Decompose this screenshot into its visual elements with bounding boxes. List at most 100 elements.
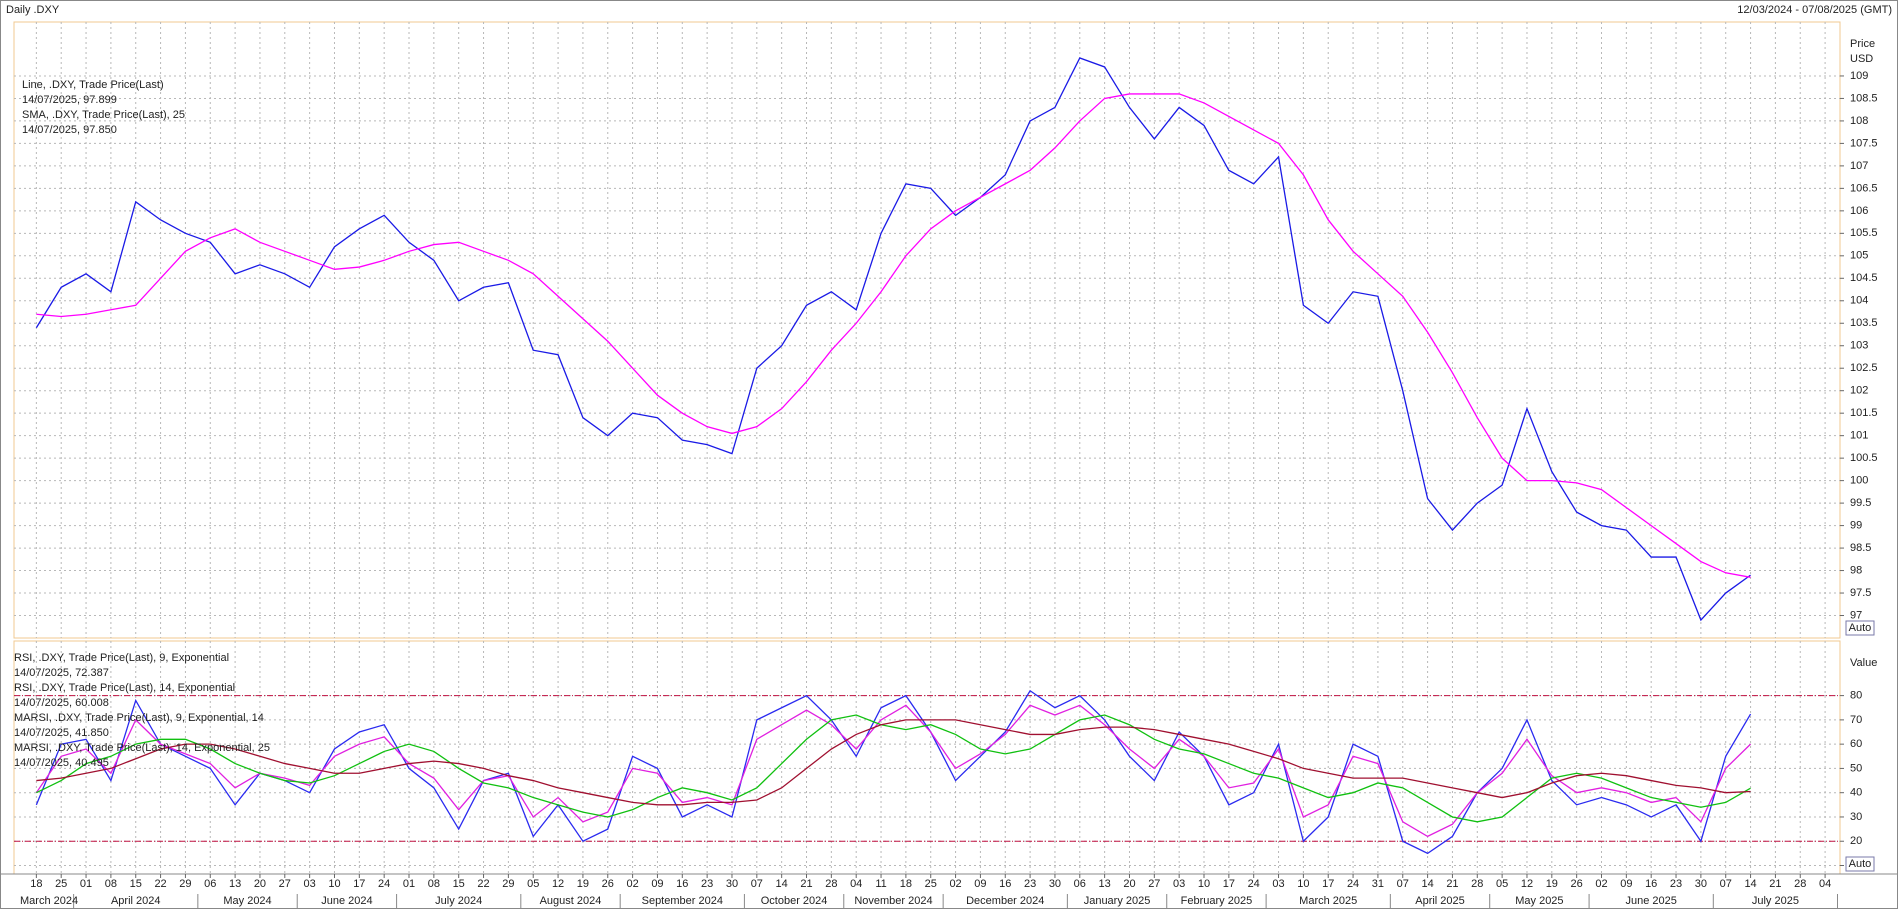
x-tick-label: 08 [428, 878, 440, 890]
x-tick-label: 08 [105, 878, 117, 890]
series-line [36, 93, 1751, 578]
y-tick-label: 98 [1850, 564, 1862, 576]
y-axis-label: Price [1850, 38, 1875, 50]
x-tick-label: 19 [1546, 878, 1558, 890]
x-tick-label: 02 [949, 878, 961, 890]
x-tick-label: 31 [1372, 878, 1384, 890]
y-tick-label: 105.5 [1850, 227, 1878, 239]
series-line [36, 714, 1751, 823]
scale-button-label[interactable]: Auto [1849, 622, 1872, 634]
y-tick-label: 102 [1850, 385, 1868, 397]
x-tick-label: 14 [776, 878, 788, 890]
x-tick-label: 02 [1595, 878, 1607, 890]
month-label: March 2024 [20, 895, 78, 907]
series-line [35, 57, 1751, 622]
x-tick-label: 13 [1099, 878, 1111, 890]
x-tick-label: 25 [55, 878, 67, 890]
x-tick-label: 26 [602, 878, 614, 890]
x-tick-label: 02 [626, 878, 638, 890]
x-tick-label: 10 [1198, 878, 1210, 890]
y-tick-label: 70 [1850, 714, 1862, 726]
chart-subtitle: 12/03/2024 - 07/08/2025 (GMT) [1737, 4, 1892, 16]
legend-value: 14/07/2025, 60.008 [14, 697, 109, 709]
y-tick-label: 80 [1850, 690, 1862, 702]
x-tick-label: 06 [204, 878, 216, 890]
month-label: July 2025 [1752, 895, 1799, 907]
chart-title: Daily .DXY [6, 4, 60, 16]
x-tick-label: 20 [1123, 878, 1135, 890]
legend-entry[interactable]: Line, .DXY, Trade Price(Last) [22, 79, 164, 91]
y-tick-label: 60 [1850, 738, 1862, 750]
x-tick-label: 19 [577, 878, 589, 890]
y-tick-label: 104 [1850, 295, 1868, 307]
legend-value: 14/07/2025, 40.495 [14, 757, 109, 769]
month-label: June 2025 [1625, 895, 1676, 907]
x-tick-label: 21 [1446, 878, 1458, 890]
month-label: April 2024 [111, 895, 161, 907]
x-tick-label: 30 [1695, 878, 1707, 890]
x-tick-label: 07 [1720, 878, 1732, 890]
y-tick-label: 106 [1850, 205, 1868, 217]
x-tick-label: 27 [1148, 878, 1160, 890]
x-tick-label: 09 [1620, 878, 1632, 890]
y-axis-unit: USD [1850, 53, 1873, 65]
x-tick-label: 17 [1322, 878, 1334, 890]
legend-entry[interactable]: MARSI, .DXY, Trade Price(Last), 9, Expon… [14, 712, 264, 724]
scale-button[interactable] [1845, 620, 1875, 636]
x-tick-label: 26 [1571, 878, 1583, 890]
x-tick-label: 06 [1074, 878, 1086, 890]
y-axis-label: Value [1850, 657, 1877, 669]
x-tick-label: 28 [825, 878, 837, 890]
y-tick-label: 108.5 [1850, 92, 1878, 104]
x-tick-label: 24 [1248, 878, 1260, 890]
y-tick-label: 108 [1850, 115, 1868, 127]
month-label: October 2024 [761, 895, 828, 907]
x-tick-label: 01 [80, 878, 92, 890]
month-label: May 2025 [1515, 895, 1563, 907]
y-tick-label: 20 [1850, 835, 1862, 847]
x-tick-label: 09 [974, 878, 986, 890]
legend-value: 14/07/2025, 97.899 [22, 94, 117, 106]
legend-entry[interactable]: RSI, .DXY, Trade Price(Last), 9, Exponen… [14, 652, 229, 664]
x-tick-label: 18 [30, 878, 42, 890]
month-label: September 2024 [642, 895, 723, 907]
x-tick-label: 04 [1819, 878, 1831, 890]
y-tick-label: 100.5 [1850, 452, 1878, 464]
x-tick-label: 12 [552, 878, 564, 890]
legend-entry[interactable]: RSI, .DXY, Trade Price(Last), 14, Expone… [14, 682, 235, 694]
x-tick-label: 28 [1471, 878, 1483, 890]
x-tick-label: 10 [328, 878, 340, 890]
plot-area [13, 640, 1841, 875]
scale-button[interactable] [1845, 856, 1875, 872]
x-tick-label: 30 [1049, 878, 1061, 890]
x-tick-label: 28 [1794, 878, 1806, 890]
x-tick-label: 27 [279, 878, 291, 890]
y-tick-label: 97.5 [1850, 587, 1871, 599]
x-tick-label: 09 [651, 878, 663, 890]
x-tick-label: 01 [403, 878, 415, 890]
plot-area [13, 21, 1841, 639]
x-tick-label: 14 [1744, 878, 1756, 890]
x-tick-label: 11 [875, 878, 886, 890]
legend-value: 14/07/2025, 72.387 [14, 667, 109, 679]
legend-entry[interactable]: MARSI, .DXY, Trade Price(Last), 14, Expo… [14, 742, 270, 754]
legend-entry[interactable]: SMA, .DXY, Trade Price(Last), 25 [22, 109, 185, 121]
x-tick-label: 16 [676, 878, 688, 890]
x-tick-label: 13 [229, 878, 241, 890]
legend-value: 14/07/2025, 97.850 [22, 124, 117, 136]
y-tick-label: 103.5 [1850, 317, 1878, 329]
y-tick-label: 109 [1850, 70, 1868, 82]
x-tick-label: 29 [502, 878, 514, 890]
x-tick-label: 12 [1521, 878, 1533, 890]
y-tick-label: 107.5 [1850, 137, 1878, 149]
x-tick-label: 05 [1496, 878, 1508, 890]
month-label: February 2025 [1181, 895, 1253, 907]
scale-button-label[interactable]: Auto [1849, 858, 1872, 870]
y-tick-label: 102.5 [1850, 362, 1878, 374]
y-tick-label: 100 [1850, 475, 1868, 487]
x-tick-label: 23 [1670, 878, 1682, 890]
month-label: January 2025 [1084, 895, 1151, 907]
x-tick-label: 24 [1347, 878, 1359, 890]
x-tick-label: 22 [477, 878, 489, 890]
